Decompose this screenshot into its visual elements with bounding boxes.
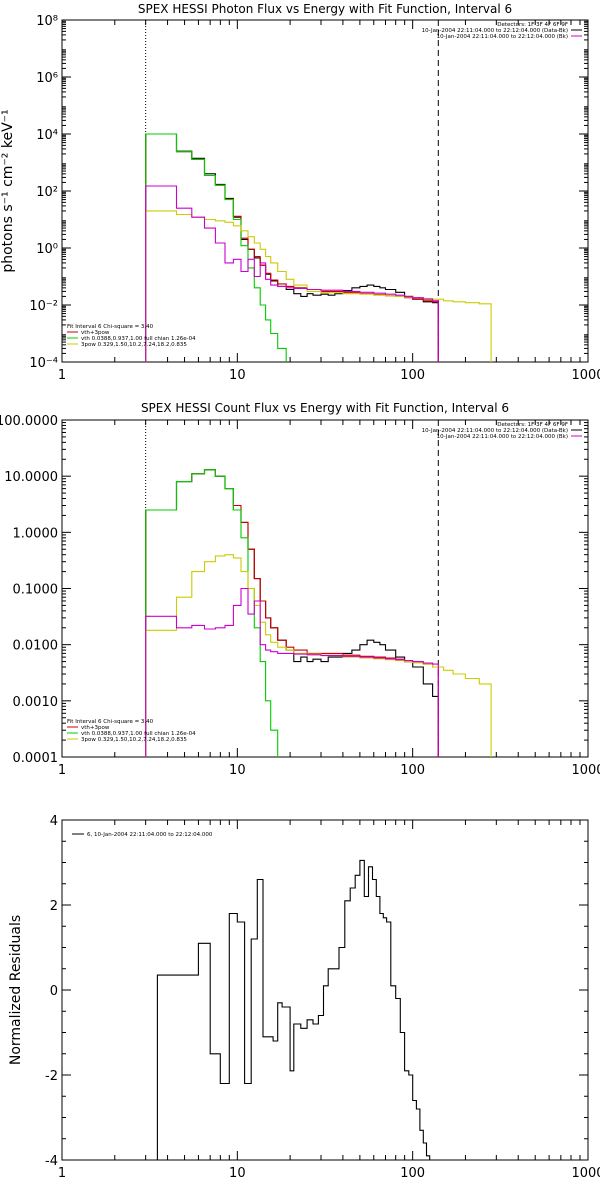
series-line-2 bbox=[145, 469, 279, 757]
residuals-panel: 1 10 100 1000 -4 -2 0 2 4 Normalized Residuals 6, … bbox=[8, 814, 600, 1181]
legend-text: 10-Jan-2004 22:11:04.000 to 22:12:04.000… bbox=[422, 428, 568, 434]
series-line-4 bbox=[145, 587, 439, 757]
legend-text: Fit Interval 6 Chi-square = 3.40 bbox=[67, 324, 154, 330]
series-line-0 bbox=[145, 859, 439, 1161]
y-tick-label: 10⁶ bbox=[36, 71, 58, 86]
series-line-3 bbox=[145, 554, 492, 757]
x-tick-label: 1000 bbox=[571, 763, 600, 778]
plot-frame bbox=[61, 819, 589, 1161]
x-tick-label: 1000 bbox=[571, 1166, 600, 1181]
y-tick-label: 0.0010 bbox=[13, 695, 59, 710]
y-tick-label: 0.0001 bbox=[13, 751, 59, 766]
legend-text: 6, 10-Jan-2004 22:11:04.000 to 22:12:04.… bbox=[87, 832, 213, 838]
series-line-4 bbox=[145, 185, 439, 362]
x-tick-label: 1000 bbox=[571, 368, 600, 383]
y-tick-label: 0 bbox=[50, 984, 58, 999]
legend-text: Fit Interval 6 Chi-square = 3.40 bbox=[67, 719, 154, 725]
legend-text: vth+3pow bbox=[81, 725, 110, 731]
chart-title: SPEX HESSI Count Flux vs Energy with Fit… bbox=[141, 401, 509, 415]
legend-text: 3pow 0.329,1.50,10.2,7.24,18.2,0.835 bbox=[81, 737, 187, 743]
legend-text: 10-Jan-2004 22:11:04.000 to 22:12:04.000… bbox=[437, 34, 568, 40]
legend-text: Detectors: 1F 3F 4F 6F 9F bbox=[497, 22, 568, 28]
y-tick-label: 10⁴ bbox=[36, 128, 58, 143]
y-tick-label: 10.0000 bbox=[4, 470, 58, 485]
series-line-3 bbox=[145, 210, 492, 362]
y-tick-label: -4 bbox=[45, 1154, 58, 1169]
y-tick-label: 2 bbox=[50, 899, 58, 914]
y-tick-label: 4 bbox=[50, 814, 58, 829]
series-line-2 bbox=[145, 133, 287, 362]
legend-text: vth 0.0388,0.937,1.00 full chian 1.26e-0… bbox=[81, 336, 196, 342]
series-line-1 bbox=[145, 469, 439, 757]
y-tick-label: 10² bbox=[36, 185, 58, 200]
y-tick-label: 0.0100 bbox=[13, 639, 59, 654]
x-tick-label: 10 bbox=[229, 1166, 246, 1181]
x-tick-label: 1 bbox=[58, 1166, 66, 1181]
count-flux-panel: SPEX HESSI Count Flux vs Energy with Fit… bbox=[0, 401, 600, 778]
legend-text: Detectors: 1F 3F 4F 6F 9F bbox=[497, 422, 568, 428]
y-tick-label: 0.1000 bbox=[13, 583, 59, 598]
y-tick-label: 1.0000 bbox=[13, 526, 59, 541]
x-tick-label: 1 bbox=[58, 368, 66, 383]
y-tick-label: 10⁻⁴ bbox=[29, 356, 58, 371]
x-tick-label: 100 bbox=[400, 763, 425, 778]
y-tick-label: 10⁻² bbox=[29, 299, 58, 314]
legend-text: 10-Jan-2004 22:11:04.000 to 22:12:04.000… bbox=[422, 28, 568, 34]
y-tick-label: -2 bbox=[45, 1069, 58, 1084]
y-axis-label: Normalized Residuals bbox=[8, 915, 24, 1065]
series-line-0 bbox=[145, 133, 439, 362]
series-line-1 bbox=[145, 133, 439, 362]
legend-text: 3pow 0.329,1.50,10.2,7.24,18.2,0.835 bbox=[81, 342, 187, 348]
legend-text: vth 0.0388,0.937,1.00 full chian 1.26e-0… bbox=[81, 731, 196, 737]
photon-flux-panel: SPEX HESSI Photon Flux vs Energy with Fi… bbox=[0, 2, 600, 383]
y-tick-label: 10⁸ bbox=[36, 14, 58, 29]
y-tick-label: 10⁰ bbox=[36, 242, 58, 257]
y-axis-label: photons s⁻¹ cm⁻² keV⁻¹ bbox=[0, 109, 16, 272]
x-tick-label: 10 bbox=[229, 368, 246, 383]
chart-title: SPEX HESSI Photon Flux vs Energy with Fi… bbox=[138, 2, 512, 16]
y-tick-label: 100.0000 bbox=[0, 414, 58, 429]
legend-text: vth+3pow bbox=[81, 330, 110, 336]
legend-text: 10-Jan-2004 22:11:04.000 to 22:12:04.000… bbox=[437, 434, 568, 440]
plot-frame bbox=[61, 419, 589, 758]
x-tick-label: 100 bbox=[400, 368, 425, 383]
x-tick-label: 100 bbox=[400, 1166, 425, 1181]
x-tick-label: 1 bbox=[58, 763, 66, 778]
plot-frame bbox=[61, 19, 589, 363]
series-line-0 bbox=[145, 469, 439, 757]
x-tick-label: 10 bbox=[229, 763, 246, 778]
